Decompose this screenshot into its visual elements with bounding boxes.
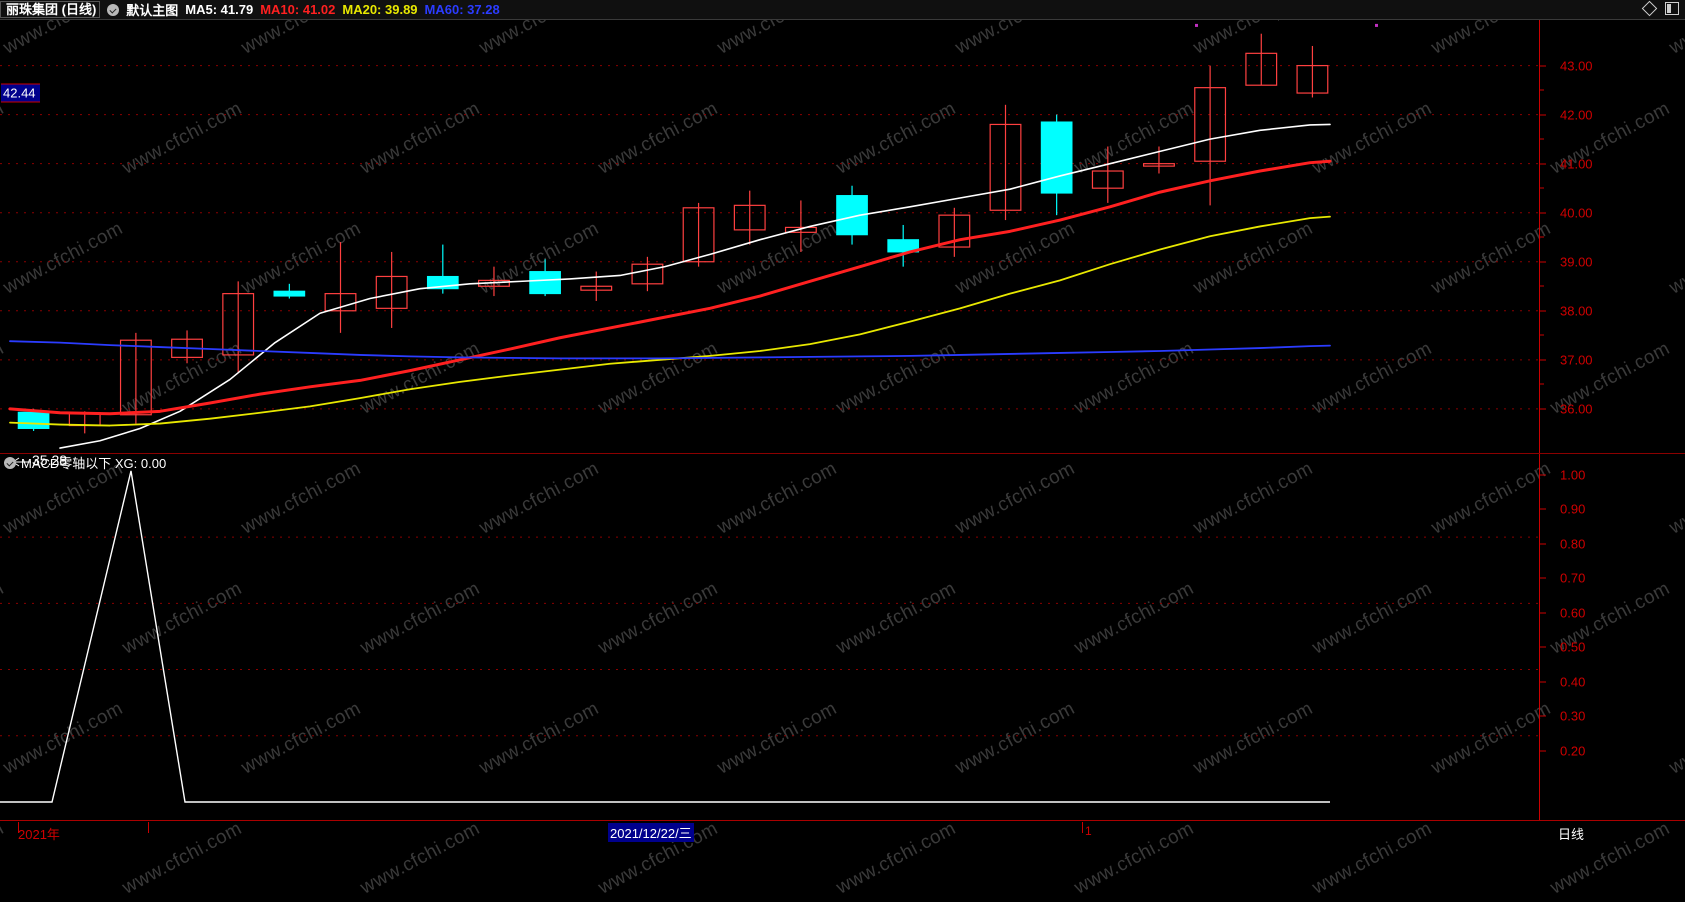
indicator-tick-label: 0.60 — [1560, 605, 1586, 621]
chevron-down-circle-icon[interactable] — [107, 3, 120, 16]
axis-tick — [1540, 681, 1546, 683]
axis-tick — [1540, 310, 1546, 312]
ma5-readout: MA5: 41.79 — [185, 2, 254, 17]
axis-tick — [1540, 612, 1546, 614]
sub-indicator-title[interactable]: MACD零轴以下 XG: 0.00 — [21, 456, 167, 471]
axis-tick — [1540, 65, 1546, 67]
indicator-chart-pane[interactable] — [0, 469, 1539, 820]
axis-tick — [1540, 163, 1546, 165]
axis-minor-tick — [1540, 89, 1544, 91]
price-tick-label: 42.00 — [1560, 107, 1593, 123]
indicator-tick-label: 0.80 — [1560, 536, 1586, 552]
indicator-tick-label: 0.50 — [1560, 639, 1586, 655]
axis-minor-tick — [1540, 138, 1544, 140]
price-tick-label: 37.00 — [1560, 352, 1593, 368]
axis-minor-tick — [1540, 236, 1544, 238]
ma60-readout: MA60: 37.28 — [424, 2, 500, 17]
price-tick-label: 39.00 — [1560, 254, 1593, 270]
axis-minor-tick — [1540, 334, 1544, 336]
price-tick-label: 43.00 — [1560, 58, 1593, 74]
indicator-tick-label: 0.40 — [1560, 674, 1586, 690]
axis-minor-label: 1 — [1085, 824, 1092, 838]
axis-tick — [1540, 359, 1546, 361]
axis-minor-tick — [1540, 383, 1544, 385]
indicator-name[interactable]: 默认主图 — [126, 3, 179, 18]
indicator-tick-label: 0.20 — [1560, 743, 1586, 759]
axis-tick — [1540, 474, 1546, 476]
diamond-icon[interactable] — [1641, 0, 1658, 17]
price-chart-svg — [0, 23, 1539, 449]
stock-title[interactable]: 丽珠集团 (日线) — [0, 1, 101, 18]
price-tick-label: 38.00 — [1560, 303, 1593, 319]
axis-tick — [18, 822, 19, 833]
low-price-value: 35.28 — [32, 452, 68, 469]
axis-tick — [148, 822, 149, 833]
indicator-tick-label: 0.30 — [1560, 708, 1586, 724]
axis-tick — [1540, 114, 1546, 116]
chevron-down-circle-icon[interactable] — [4, 456, 16, 469]
indicator-tick-label: 0.70 — [1560, 570, 1586, 586]
axis-tick — [1082, 822, 1083, 833]
chart-header-bar: 丽珠集团 (日线) 默认主图 MA5: 41.79 MA10: 41.02 MA… — [0, 0, 1685, 20]
year-label: 2021年 — [18, 827, 60, 842]
axis-tick — [1540, 750, 1546, 752]
axis-tick — [1540, 508, 1546, 510]
axis-minor-tick — [1540, 187, 1544, 189]
indicator-chart-svg — [0, 470, 1539, 803]
axis-tick — [1540, 577, 1546, 579]
price-tick-label: 40.00 — [1560, 205, 1593, 221]
ma10-readout: MA10: 41.02 — [260, 2, 336, 17]
axis-tick — [1540, 543, 1546, 545]
axis-tick — [1540, 408, 1546, 410]
indicator-axis[interactable]: 1.00 0.90 0.80 0.70 0.60 0.50 0.40 0.30 0.20 — [1539, 454, 1685, 820]
price-tick-label: 36.00 — [1560, 401, 1593, 417]
ma20-readout: MA20: 39.89 — [342, 2, 418, 17]
price-tick-label: 41.00 — [1560, 156, 1593, 172]
sub-indicator-header: MACD零轴以下 XG: 0.00 — [0, 454, 166, 471]
axis-tick — [1540, 646, 1546, 648]
axis-tick — [1540, 261, 1546, 263]
indicator-tick-label: 1.00 — [1560, 467, 1586, 483]
pane-divider-top — [0, 453, 1685, 454]
axis-tick — [1540, 212, 1546, 214]
axis-minor-tick — [1540, 285, 1544, 287]
price-axis[interactable]: 43.00 42.00 41.00 40.00 39.00 38.00 37.00 36.00 — [1539, 19, 1685, 453]
time-axis[interactable]: 2021年 2021/12/22/三 1 日线 — [0, 821, 1685, 902]
axis-tick — [1540, 715, 1546, 717]
indicator-tick-label: 0.90 — [1560, 501, 1586, 517]
panel-layout-icon[interactable] — [1665, 2, 1679, 15]
current-price-badge: 42.44 — [1, 83, 40, 103]
pane-divider-bottom — [0, 820, 1685, 821]
timeframe-label: 日线 — [1558, 827, 1585, 842]
price-chart-pane[interactable] — [0, 19, 1539, 453]
selected-date-badge: 2021/12/22/三 — [608, 823, 694, 842]
